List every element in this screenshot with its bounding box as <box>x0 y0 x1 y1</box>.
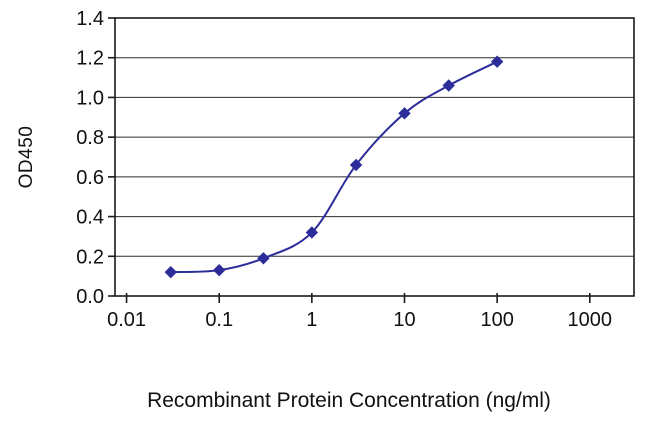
x-tick-label: 100 <box>480 309 513 331</box>
data-point-marker <box>164 265 177 279</box>
y-tick-label: 0.0 <box>76 286 104 308</box>
series-line <box>170 60 498 274</box>
x-axis-title: Recombinant Protein Concentration (ng/ml… <box>147 389 551 412</box>
y-tick-label: 0.2 <box>76 246 104 268</box>
x-tick-label: 1 <box>306 309 317 331</box>
data-point-marker <box>442 79 455 92</box>
data-point-marker <box>213 263 226 277</box>
data-point-marker <box>349 158 363 172</box>
y-tick-label: 0.4 <box>76 207 104 229</box>
y-tick-label: 1.4 <box>76 8 104 30</box>
y-tick-label: 1.2 <box>76 48 104 70</box>
x-tick-label: 1000 <box>568 309 613 331</box>
y-axis-title: OD450 <box>16 125 37 189</box>
x-tick-label: 0.01 <box>107 309 146 331</box>
y-tick-label: 0.8 <box>76 127 104 149</box>
data-point-marker <box>490 55 504 68</box>
data-point-marker <box>257 252 270 265</box>
data-point-marker <box>398 107 411 120</box>
data-point-marker <box>305 226 319 239</box>
y-tick-label: 0.6 <box>76 167 104 189</box>
x-tick-label: 0.1 <box>205 309 233 331</box>
y-tick-label: 1.0 <box>76 87 104 109</box>
x-tick-label: 10 <box>393 309 415 331</box>
plot-border <box>114 17 635 297</box>
